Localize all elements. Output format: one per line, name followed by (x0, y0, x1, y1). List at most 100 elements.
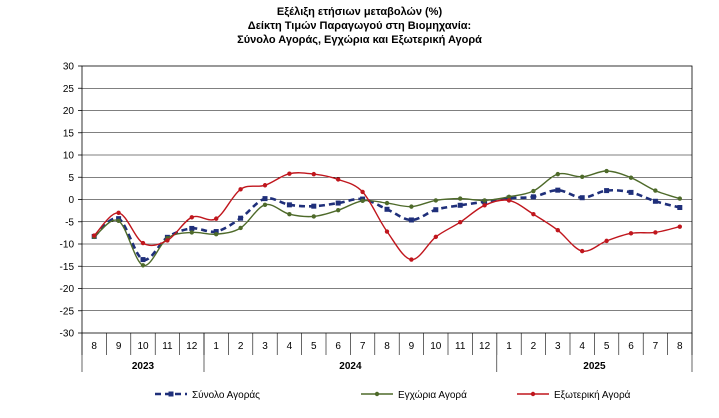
data-point-external-market (409, 257, 414, 262)
data-point-domestic-market (677, 196, 682, 201)
year-label: 2024 (339, 361, 362, 372)
y-tick-label: 25 (63, 84, 75, 95)
y-tick-label: 5 (68, 173, 74, 184)
y-tick-label: 20 (63, 106, 75, 117)
data-point-external-market (384, 229, 390, 234)
data-point-external-market (165, 238, 170, 243)
data-point-domestic-market (214, 232, 219, 237)
data-point-total-market (604, 188, 610, 194)
y-tick-label: -25 (60, 306, 75, 317)
data-point-domestic-market (287, 211, 292, 217)
data-point-external-market (140, 240, 146, 246)
x-tick-label: 8 (384, 341, 390, 352)
series-layer (91, 168, 683, 268)
x-tick-label: 7 (360, 341, 366, 352)
data-point-external-market (628, 231, 634, 236)
data-point-domestic-market (604, 168, 609, 174)
data-point-total-market (286, 202, 292, 208)
data-point-total-market (555, 187, 561, 193)
chart-title-line-2: Δείκτη Τιμών Παραγωγού στη Βιομηχανία: (247, 20, 472, 32)
data-point-total-market (116, 216, 122, 222)
data-point-domestic-market (336, 207, 341, 213)
data-point-total-market (530, 194, 536, 200)
x-tick-label: 6 (335, 341, 341, 352)
data-point-domestic-market (458, 196, 463, 201)
data-point-domestic-market (360, 198, 365, 204)
data-point-external-market (287, 171, 292, 176)
y-tick-label: 30 (63, 62, 75, 73)
legend-marker-total-market (168, 391, 174, 397)
data-point-total-market (433, 207, 439, 213)
y-tick-label: 15 (63, 128, 75, 139)
data-point-external-market (116, 210, 121, 216)
data-point-total-market (579, 195, 585, 201)
data-point-external-market (531, 211, 536, 217)
x-tick-label: 4 (579, 341, 585, 352)
x-tick-label: 2 (531, 341, 537, 352)
data-point-domestic-market (628, 175, 634, 180)
data-point-external-market (189, 215, 194, 220)
x-tick-label: 1 (506, 341, 512, 352)
data-point-domestic-market (555, 171, 560, 177)
data-point-domestic-market (531, 188, 536, 194)
data-point-external-market (238, 187, 243, 192)
data-point-external-market (555, 228, 560, 233)
chart-title-line-3: Σύνολο Αγοράς, Εγχώρια και Εξωτερική Αγο… (237, 34, 482, 46)
y-tick-label: 10 (63, 151, 75, 162)
data-point-total-market (238, 215, 244, 221)
x-tick-label: 7 (653, 341, 659, 352)
y-tick-label: -10 (60, 240, 75, 251)
data-point-external-market (360, 189, 365, 195)
grid-lines (81, 65, 693, 334)
y-tick-label: -20 (60, 284, 75, 295)
data-point-domestic-market (238, 225, 243, 231)
data-point-external-market (458, 219, 463, 225)
y-axis-ticks: 30 25 20 15 10 5 0 -5 -10 -15 -20 -25 -30 (60, 62, 82, 340)
data-point-total-market (457, 202, 463, 208)
data-point-domestic-market (311, 214, 316, 219)
data-point-total-market (384, 206, 390, 212)
data-point-domestic-market (506, 194, 512, 200)
data-point-external-market (604, 238, 609, 244)
legend-marker-domestic-market (374, 391, 380, 397)
data-point-external-market (653, 230, 658, 235)
x-tick-label: 9 (116, 341, 122, 352)
x-tick-label: 11 (162, 341, 173, 352)
chart-title-line-1: Εξέλιξη ετήσιων μεταβολών (%) (276, 6, 443, 18)
legend-label-external-market: Εξωτερική Αγορά (554, 389, 631, 401)
y-tick-label: 0 (68, 195, 74, 206)
data-point-domestic-market (384, 200, 390, 206)
data-point-total-market (335, 200, 341, 206)
data-point-external-market (214, 216, 219, 221)
y-tick-label: -30 (60, 329, 75, 340)
x-tick-label: 12 (186, 341, 198, 352)
y-tick-label: -5 (65, 217, 74, 228)
data-point-external-market (336, 177, 341, 182)
x-tick-label: 5 (604, 341, 610, 352)
data-point-domestic-market (433, 198, 438, 203)
data-point-total-market (262, 196, 268, 202)
data-point-external-market (92, 233, 97, 238)
data-point-external-market (677, 224, 682, 229)
data-point-domestic-market (262, 202, 268, 208)
x-tick-label: 3 (555, 341, 561, 352)
x-tick-label: 9 (409, 341, 415, 352)
x-tick-label: 11 (455, 341, 466, 352)
x-tick-label: 10 (430, 341, 442, 352)
x-tick-label: 10 (137, 341, 149, 352)
data-point-domestic-market (482, 198, 487, 203)
x-tick-label: 1 (213, 341, 219, 352)
data-point-external-market (433, 234, 438, 240)
data-point-total-market (311, 203, 317, 209)
legend-label-domestic-market: Εγχώρια Αγορά (398, 389, 467, 401)
year-label: 2025 (583, 361, 606, 372)
data-point-total-market (213, 229, 219, 235)
data-point-total-market (408, 217, 414, 223)
series-line-external-market (93, 172, 680, 261)
data-point-domestic-market (409, 204, 414, 209)
data-point-external-market (311, 171, 316, 177)
data-point-domestic-market (653, 188, 658, 193)
x-tick-label: 4 (287, 341, 293, 352)
